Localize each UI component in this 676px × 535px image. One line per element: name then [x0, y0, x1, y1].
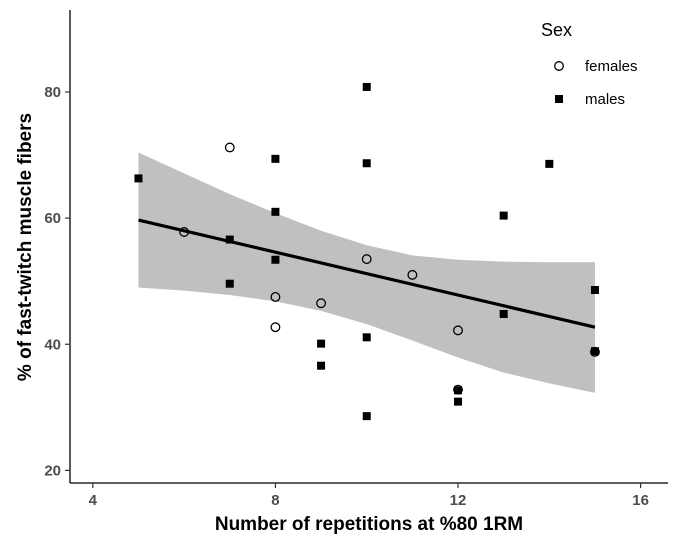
point-males	[499, 309, 508, 318]
point-males	[499, 211, 508, 220]
y-tick-label: 40	[44, 336, 61, 353]
regression-line	[138, 218, 596, 329]
legend-label-males: males	[585, 91, 625, 108]
point-males	[225, 235, 234, 244]
x-tick-label: 12	[450, 492, 467, 509]
axes-layer	[69, 10, 668, 484]
point-males	[545, 159, 554, 168]
y-axis-title: % of fast-twitch muscle fibers	[15, 113, 36, 381]
point-males	[317, 361, 326, 370]
ticks-layer: 4 8 12 16 20 40 60 80	[44, 84, 649, 509]
x-tick-label: 8	[271, 492, 279, 509]
y-tick-label: 60	[44, 210, 61, 227]
point-females	[179, 227, 190, 237]
legend-key-females	[554, 61, 564, 71]
point-males	[225, 279, 234, 288]
point-females	[453, 325, 463, 336]
legend-label-females: females	[585, 58, 638, 75]
point-males	[362, 159, 371, 168]
legend-title: Sex	[541, 20, 572, 40]
point-males	[454, 386, 463, 395]
x-tick-label: 4	[89, 492, 98, 509]
point-females	[316, 298, 327, 309]
point-males	[271, 154, 280, 163]
point-males	[271, 207, 280, 216]
point-males	[590, 286, 599, 295]
point-males	[317, 339, 326, 348]
point-males	[362, 333, 371, 342]
y-tick-label: 80	[44, 84, 61, 101]
data-points-layer	[134, 82, 600, 421]
point-males	[362, 412, 371, 421]
point-males	[134, 174, 143, 183]
point-females	[270, 292, 281, 302]
y-tick-label: 20	[44, 462, 61, 479]
fit-line-layer	[138, 218, 596, 329]
point-males	[271, 255, 280, 264]
point-females	[270, 322, 281, 333]
point-females	[407, 269, 418, 280]
point-females	[224, 142, 235, 153]
x-axis-title: Number of repetitions at %80 1RM	[215, 514, 523, 535]
legend-key-males	[555, 95, 563, 103]
x-tick-label: 16	[632, 492, 649, 509]
point-females	[361, 254, 372, 265]
legend: Sex females males	[541, 20, 638, 108]
point-males	[454, 397, 463, 406]
point-males	[590, 347, 599, 356]
point-males	[362, 82, 371, 91]
